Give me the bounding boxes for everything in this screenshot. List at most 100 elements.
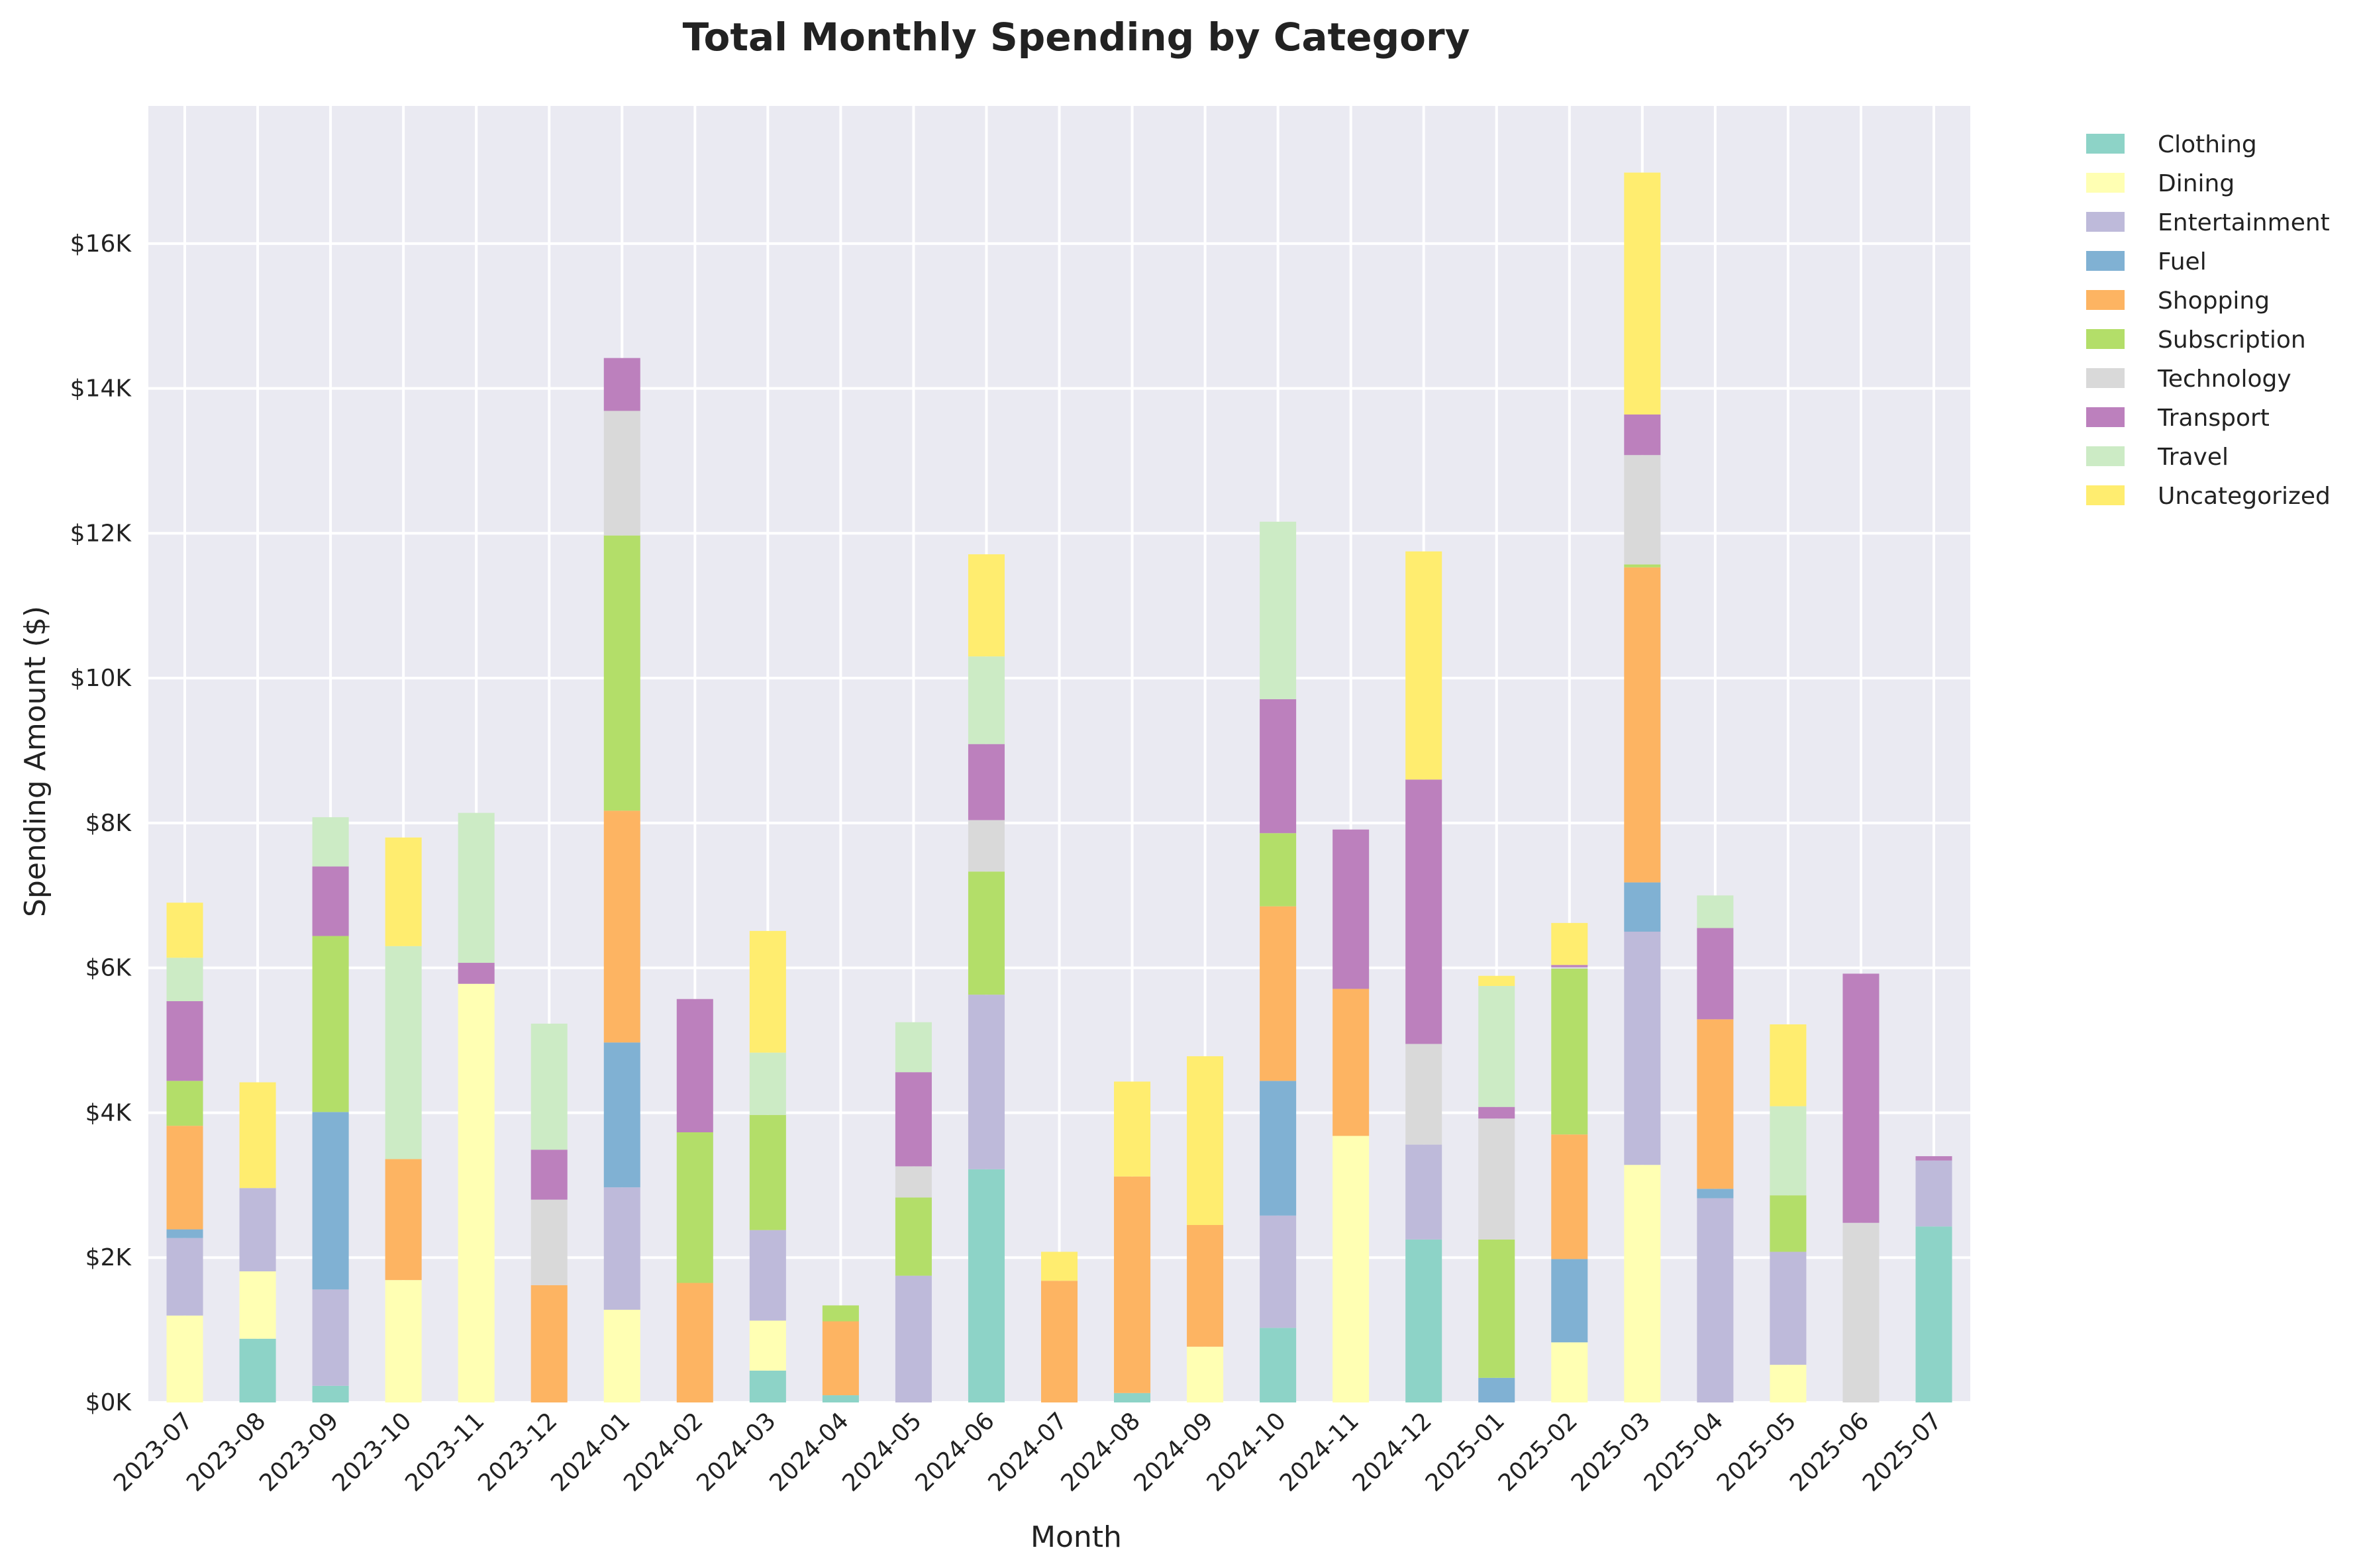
bar-segment-travel	[1478, 986, 1515, 1107]
bar-segment-shopping	[530, 1285, 568, 1402]
bar-segment-travel	[749, 1052, 786, 1115]
bar-stack-2023-10	[385, 837, 422, 1402]
bar-segment-clothing	[1114, 1393, 1151, 1402]
bar-segment-technology	[1842, 1222, 1880, 1402]
chart-title: Total Monthly Spending by Category	[683, 15, 1470, 60]
legend-label-technology: Technology	[2157, 366, 2291, 393]
bar-segment-uncategorized	[1624, 172, 1661, 415]
bar-stack-2025-01	[1478, 975, 1515, 1402]
bar-segment-transport	[1405, 779, 1442, 1044]
bar-segment-shopping	[1697, 1019, 1734, 1189]
bar-segment-shopping	[1260, 906, 1297, 1081]
bar-segment-dining	[1187, 1346, 1224, 1402]
bar-segment-travel	[1770, 1106, 1807, 1196]
y-tick-label: $6K	[85, 955, 132, 982]
bar-segment-technology	[1478, 1118, 1515, 1240]
bar-segment-transport	[1551, 965, 1588, 967]
bar-stack-2024-11	[1332, 829, 1370, 1402]
bar-segment-dining	[1770, 1365, 1807, 1402]
bar-segment-transport	[1260, 699, 1297, 834]
bar-segment-travel	[166, 957, 203, 1002]
bar-segment-uncategorized	[385, 837, 422, 946]
legend-label-entertainment: Entertainment	[2158, 209, 2330, 236]
bar-segment-dining	[749, 1320, 786, 1371]
bar-stack-2024-05	[895, 1022, 932, 1402]
bar-stack-2023-07	[166, 903, 203, 1402]
bar-segment-transport	[895, 1072, 932, 1167]
bar-segment-shopping	[1187, 1225, 1224, 1347]
bar-segment-shopping	[1040, 1281, 1078, 1402]
bar-segment-clothing	[749, 1370, 786, 1402]
bar-segment-entertainment	[1770, 1251, 1807, 1365]
bar-segment-travel	[895, 1022, 932, 1073]
bar-segment-travel	[1260, 521, 1297, 699]
legend-swatch-fuel	[2086, 251, 2125, 271]
bar-segment-dining	[458, 983, 495, 1402]
legend-label-subscription: Subscription	[2158, 326, 2306, 354]
bar-segment-shopping	[385, 1159, 422, 1281]
bar-stack-2025-06	[1842, 973, 1880, 1402]
bar-segment-fuel	[1478, 1377, 1515, 1402]
bar-segment-fuel	[1624, 882, 1661, 932]
bar-segment-entertainment	[239, 1188, 276, 1272]
bar-segment-entertainment	[1624, 931, 1661, 1165]
bar-segment-subscription	[968, 871, 1005, 995]
bar-stack-2023-11	[458, 812, 495, 1402]
legend-label-shopping: Shopping	[2158, 287, 2270, 315]
legend-swatch-shopping	[2086, 290, 2125, 310]
bar-segment-subscription	[676, 1132, 713, 1283]
bar-segment-travel	[1697, 895, 1734, 928]
bar-segment-clothing	[1260, 1328, 1297, 1402]
bar-segment-technology	[1624, 455, 1661, 565]
bar-stack-2024-12	[1405, 551, 1442, 1402]
bar-segment-dining	[166, 1315, 203, 1402]
bar-stack-2024-04	[822, 1305, 859, 1402]
legend-swatch-entertainment	[2086, 212, 2125, 232]
legend-swatch-clothing	[2086, 134, 2125, 154]
bar-segment-uncategorized	[968, 554, 1005, 657]
bar-segment-transport	[1915, 1156, 1952, 1161]
bar-segment-uncategorized	[1770, 1024, 1807, 1106]
bar-stack-2023-08	[239, 1082, 276, 1402]
legend-swatch-dining	[2086, 173, 2125, 193]
bar-segment-shopping	[822, 1321, 859, 1396]
bar-segment-shopping	[1551, 1134, 1588, 1259]
legend-label-clothing: Clothing	[2158, 131, 2257, 158]
bar-segment-entertainment	[166, 1238, 203, 1316]
legend-label-uncategorized: Uncategorized	[2158, 483, 2331, 510]
legend-swatch-transport	[2086, 407, 2125, 427]
bar-segment-uncategorized	[1551, 922, 1588, 965]
bar-segment-clothing	[1915, 1226, 1952, 1402]
y-tick-label: $14K	[70, 375, 132, 403]
y-tick-label: $2K	[85, 1244, 132, 1271]
bar-segment-transport	[530, 1150, 568, 1200]
y-tick-label: $16K	[70, 230, 132, 258]
x-axis-label: Month	[1031, 1520, 1122, 1554]
bar-segment-subscription	[1770, 1195, 1807, 1252]
bar-stacks	[166, 172, 1952, 1402]
bar-segment-technology	[1551, 967, 1588, 969]
bar-segment-transport	[676, 999, 713, 1132]
bar-segment-transport	[1624, 414, 1661, 456]
bar-segment-subscription	[1260, 833, 1297, 906]
legend-swatch-subscription	[2086, 329, 2125, 349]
bar-segment-dining	[385, 1280, 422, 1402]
bar-segment-transport	[1478, 1106, 1515, 1119]
bar-stack-2024-08	[1114, 1081, 1151, 1402]
bar-segment-uncategorized	[166, 903, 203, 958]
bar-segment-fuel	[1260, 1081, 1297, 1216]
bar-stack-2025-04	[1697, 895, 1734, 1402]
bar-segment-travel	[530, 1023, 568, 1150]
bar-segment-transport	[1332, 829, 1370, 989]
bar-segment-clothing	[312, 1385, 349, 1402]
legend-swatch-travel	[2086, 446, 2125, 466]
bar-segment-transport	[312, 866, 349, 936]
bar-segment-uncategorized	[1405, 551, 1442, 780]
y-tick-label: $0K	[85, 1389, 132, 1416]
bar-stack-2025-07	[1915, 1156, 1952, 1402]
bar-stack-2025-05	[1770, 1024, 1807, 1402]
bar-segment-transport	[968, 744, 1005, 820]
bar-segment-entertainment	[895, 1275, 932, 1402]
